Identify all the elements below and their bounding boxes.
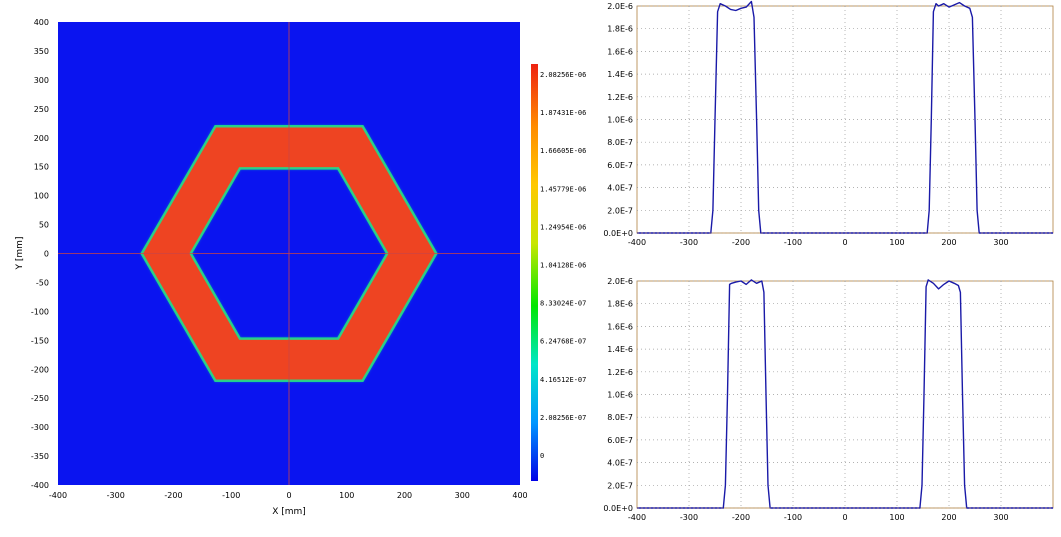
heatmap-y-tick-label: 300 xyxy=(34,76,49,85)
heatmap-y-tick-label: -100 xyxy=(31,307,49,316)
y-tick-label: 2.0E-7 xyxy=(607,206,633,215)
y-tick-label: 1.8E-6 xyxy=(607,25,633,34)
colorbar-label: 8.33024E-07 xyxy=(540,300,586,308)
x-tick-label: 0 xyxy=(842,238,847,247)
y-tick-label: 1.6E-6 xyxy=(607,322,633,331)
heatmap-y-tick-label: 150 xyxy=(34,163,49,172)
y-tick-label: 6.0E-7 xyxy=(607,161,633,170)
heatmap-x-tick-label: -200 xyxy=(164,491,182,500)
x-tick-label: -400 xyxy=(628,238,646,247)
colorbar-label: 2.08256E-06 xyxy=(540,71,586,79)
x-axis-label: X [mm] xyxy=(272,507,306,517)
x-tick-label: 100 xyxy=(889,513,904,522)
y-tick-label: 0.0E+0 xyxy=(603,229,633,238)
x-tick-label: 300 xyxy=(993,513,1008,522)
colorbar-label: 1.66605E-06 xyxy=(540,147,586,155)
heatmap-x-tick-label: 0 xyxy=(286,491,291,500)
x-tick-label: 300 xyxy=(993,238,1008,247)
heatmap-y-tick-label: -300 xyxy=(31,423,49,432)
heatmap-y-ticks: 400 350 300 250 200 150 100 50 0 -50 -100 -150 -200 -… xyxy=(31,18,49,490)
heatmap-y-tick-label: -50 xyxy=(36,278,49,287)
x-tick-label: -200 xyxy=(732,238,750,247)
heatmap-x-tick-label: 100 xyxy=(339,491,354,500)
colorbar-label: 2.08256E-07 xyxy=(540,414,586,422)
heatmap-x-tick-label: 300 xyxy=(455,491,470,500)
y-tick-label: 1.8E-6 xyxy=(607,300,633,309)
x-tick-label: 100 xyxy=(889,238,904,247)
heatmap-y-tick-label: 200 xyxy=(34,134,49,143)
heatmap-y-tick-label: -250 xyxy=(31,394,49,403)
y-tick-label: 1.2E-6 xyxy=(607,368,633,377)
x-tick-label: -400 xyxy=(628,513,646,522)
x-tick-label: 200 xyxy=(941,513,956,522)
y-tick-label: 1.0E-6 xyxy=(607,116,633,125)
heatmap-x-tick-label: 400 xyxy=(512,491,527,500)
x-tick-label: -100 xyxy=(784,513,802,522)
colorbar-label: 1.04128E-06 xyxy=(540,262,586,270)
y-tick-label: 2.0E-7 xyxy=(607,481,633,490)
heatmap-y-tick-label: -350 xyxy=(31,452,49,461)
x-tick-label: 200 xyxy=(941,238,956,247)
y-tick-label: 1.2E-6 xyxy=(607,93,633,102)
heatmap-x-tick-label: -100 xyxy=(222,491,240,500)
heatmap-x-ticks: -400 -300 -200 -100 0 100 200 300 400 xyxy=(49,491,528,500)
y-tick-label: 1.4E-6 xyxy=(607,345,633,354)
heatmap-y-tick-label: 100 xyxy=(34,192,49,201)
heatmap-y-tick-label: 0 xyxy=(44,250,49,259)
colorbar: 2.08256E-06 1.87431E-06 1.66605E-06 1.45779… xyxy=(531,64,586,481)
y-tick-label: 2.0E-6 xyxy=(607,277,633,286)
heatmap-x-tick-label: 200 xyxy=(397,491,412,500)
colorbar-label: 0 xyxy=(540,452,544,460)
x-tick-label: 0 xyxy=(842,513,847,522)
y-tick-label: 1.6E-6 xyxy=(607,47,633,56)
colorbar-label: 1.87431E-06 xyxy=(540,109,586,117)
x-tick-label: -200 xyxy=(732,513,750,522)
heatmap-y-tick-label: -400 xyxy=(31,481,49,490)
colorbar-gradient xyxy=(531,64,538,481)
y-tick-label: 4.0E-7 xyxy=(607,459,633,468)
colorbar-label: 6.24768E-07 xyxy=(540,338,586,346)
x-tick-label: -300 xyxy=(680,513,698,522)
y-tick-label: 4.0E-7 xyxy=(607,184,633,193)
heatmap-y-tick-label: 50 xyxy=(39,221,49,230)
x-tick-label: -100 xyxy=(784,238,802,247)
heatmap-y-tick-label: -150 xyxy=(31,336,49,345)
heatmap-y-tick-label: -200 xyxy=(31,365,49,374)
colorbar-label: 1.45779E-06 xyxy=(540,185,586,193)
heatmap-y-tick-label: 400 xyxy=(34,18,49,27)
y-tick-label: 1.0E-6 xyxy=(607,391,633,400)
heatmap-y-tick-label: 250 xyxy=(34,105,49,114)
y-axis-label: Y [mm] xyxy=(15,237,25,271)
colorbar-label: 4.16512E-07 xyxy=(540,376,586,384)
colorbar-labels: 2.08256E-06 1.87431E-06 1.66605E-06 1.45779… xyxy=(540,71,586,460)
heatmap-plot: -400 -300 -200 -100 0 100 200 300 400 400 350 300 2… xyxy=(15,18,528,517)
x-tick-label: -300 xyxy=(680,238,698,247)
y-tick-label: 2.0E-6 xyxy=(607,2,633,11)
y-tick-label: 8.0E-7 xyxy=(607,138,633,147)
heatmap-y-tick-label: 350 xyxy=(34,47,49,56)
line-plot-top: 2.0E-6 1.8E-6 1.6E-6 1.4E-6 1.2E-6 1.0E-6 8.0E… xyxy=(603,0,1054,247)
y-tick-label: 6.0E-7 xyxy=(607,436,633,445)
colorbar-label: 1.24954E-06 xyxy=(540,223,586,231)
heatmap-x-tick-label: -300 xyxy=(107,491,125,500)
y-tick-label: 1.4E-6 xyxy=(607,70,633,79)
heatmap-x-tick-label: -400 xyxy=(49,491,67,500)
y-tick-label: 0.0E+0 xyxy=(603,504,633,513)
line-plot-bottom: 2.0E-6 1.8E-6 1.6E-6 1.4E-6 1.2E-6 1.0E-6 8.0E… xyxy=(603,277,1054,522)
y-tick-label: 8.0E-7 xyxy=(607,413,633,422)
